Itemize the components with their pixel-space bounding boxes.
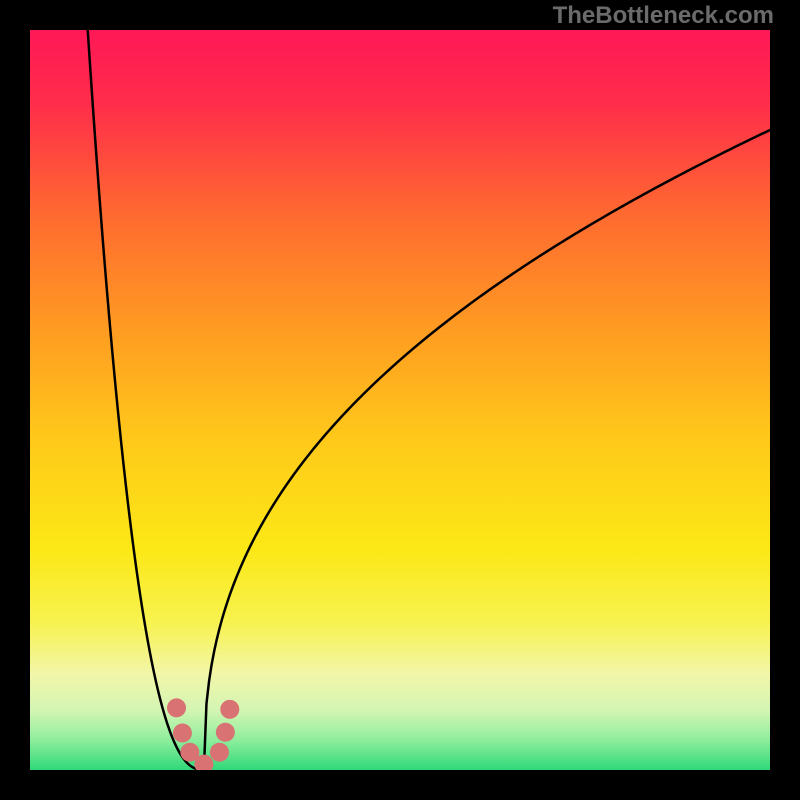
data-marker bbox=[210, 743, 229, 762]
data-marker bbox=[220, 700, 239, 719]
data-marker bbox=[216, 723, 235, 742]
data-marker bbox=[167, 698, 186, 717]
curve-layer bbox=[30, 30, 770, 770]
bottleneck-curve bbox=[88, 30, 770, 770]
plot-area bbox=[30, 30, 770, 770]
data-marker bbox=[173, 724, 192, 743]
watermark-text: TheBottleneck.com bbox=[553, 2, 774, 30]
